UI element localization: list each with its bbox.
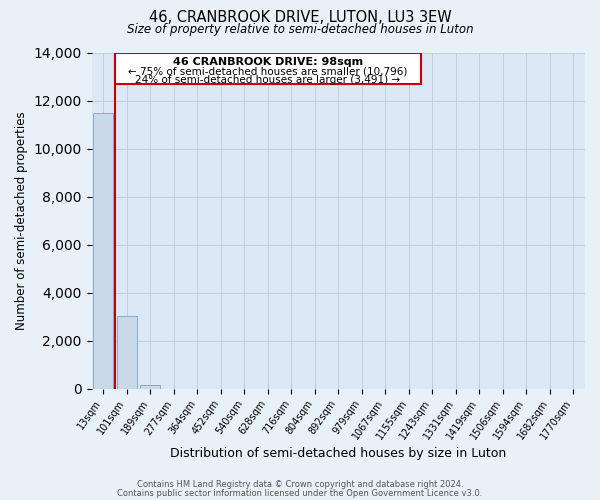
Text: 46 CRANBROOK DRIVE: 98sqm: 46 CRANBROOK DRIVE: 98sqm: [173, 56, 363, 66]
Bar: [140, 385, 160, 388]
Text: Contains public sector information licensed under the Open Government Licence v3: Contains public sector information licen…: [118, 489, 482, 498]
Bar: [93, 113, 113, 388]
X-axis label: Distribution of semi-detached houses by size in Luton: Distribution of semi-detached houses by …: [170, 447, 506, 460]
Bar: [117, 316, 137, 388]
Text: ← 75% of semi-detached houses are smaller (10,796): ← 75% of semi-detached houses are smalle…: [128, 66, 407, 76]
Text: 24% of semi-detached houses are larger (3,491) →: 24% of semi-detached houses are larger (…: [135, 76, 400, 86]
Text: Size of property relative to semi-detached houses in Luton: Size of property relative to semi-detach…: [127, 22, 473, 36]
Text: Contains HM Land Registry data © Crown copyright and database right 2024.: Contains HM Land Registry data © Crown c…: [137, 480, 463, 489]
FancyBboxPatch shape: [115, 53, 421, 84]
Y-axis label: Number of semi-detached properties: Number of semi-detached properties: [15, 112, 28, 330]
Text: 46, CRANBROOK DRIVE, LUTON, LU3 3EW: 46, CRANBROOK DRIVE, LUTON, LU3 3EW: [149, 10, 451, 25]
